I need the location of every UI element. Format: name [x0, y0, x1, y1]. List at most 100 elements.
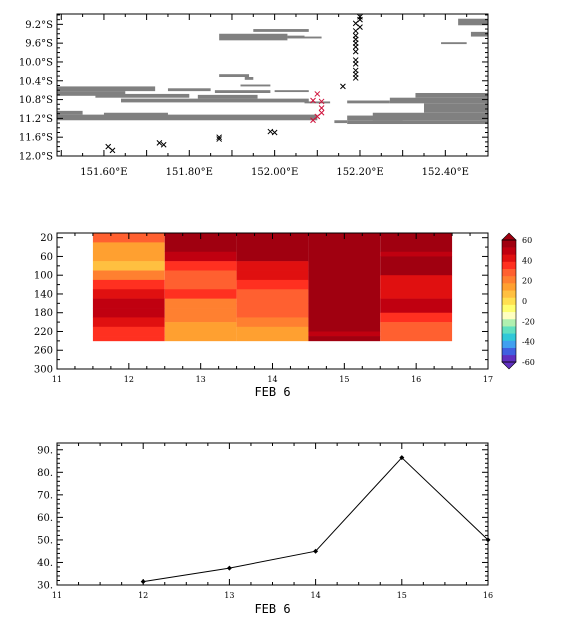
colorbar-tick-label: 20 — [522, 277, 532, 286]
heatmap-cell-col1 — [164, 289, 237, 299]
land-bar-2 — [95, 93, 190, 98]
heatmap-cell-col1 — [164, 261, 237, 271]
heatmap-cell-col0 — [92, 289, 165, 299]
line-x-tick-label: 11 — [52, 591, 62, 600]
heatmap-cell-col4 — [380, 312, 453, 323]
heatmap-cell-col3 — [308, 336, 381, 342]
heatmap-cell-col4 — [380, 251, 453, 257]
land-bar-19 — [219, 33, 288, 41]
map-x-tick-label: 152.00°E — [251, 167, 298, 178]
heatmap-x-tick-label: 15 — [339, 375, 349, 384]
map-x-tick-label: 151.60°E — [80, 167, 127, 178]
heatmap-cell-col0 — [92, 317, 165, 328]
heatmap-cell-col1 — [164, 270, 237, 281]
land-bar-16 — [347, 115, 403, 121]
colorbar-swatch — [502, 254, 516, 262]
black-track-marker — [352, 48, 359, 55]
map-x-tick-label: 151.80°E — [166, 167, 213, 178]
data-point — [140, 579, 146, 585]
map-x-tick-label: 152.20°E — [336, 167, 383, 178]
land-bar-8 — [57, 114, 318, 121]
colorbar-swatch — [502, 247, 516, 255]
heatmap-cell-col0 — [92, 326, 165, 337]
colorbar-swatch — [502, 311, 516, 320]
heatmap-cell-col0 — [92, 251, 165, 262]
land-bar-21 — [304, 36, 322, 39]
map-y-tick-label: 10.4°S — [19, 76, 53, 87]
line-y-tick-label: 90. — [37, 445, 53, 456]
heatmap-cell-col1 — [164, 233, 237, 253]
land-bar-25 — [240, 84, 271, 87]
line-x-tick-label: 15 — [397, 591, 407, 600]
heatmap-y-tick-label: 60 — [40, 252, 53, 263]
heatmap-cell-col0 — [92, 308, 165, 318]
land-bar-11 — [347, 100, 390, 104]
land-bar-0 — [57, 86, 156, 92]
colorbar-swatch — [502, 354, 516, 363]
map-x-tick-label: 152.40°E — [422, 167, 469, 178]
line-x-tick-label: 16 — [483, 591, 493, 600]
map-y-tick-label: 11.6°S — [19, 133, 53, 144]
colorbar-tick-label: 0 — [522, 297, 527, 306]
black-track-marker — [352, 28, 359, 34]
heatmap-y-tick-label: 180 — [34, 308, 53, 319]
heatmap-cell-col2 — [236, 289, 309, 304]
heatmap-cell-col2 — [236, 261, 309, 271]
heatmap-y-tick-label: 300 — [34, 365, 53, 376]
land-bar-20 — [287, 35, 305, 39]
colorbar-swatch — [502, 261, 516, 270]
black-track-marker — [156, 139, 163, 146]
colorbar-swatch — [502, 268, 516, 277]
black-track-marker — [352, 60, 359, 67]
land-bar-27 — [441, 42, 467, 45]
data-point — [313, 548, 319, 554]
red-track-marker — [318, 98, 325, 105]
red-track-marker — [314, 91, 321, 97]
land-bar-28 — [458, 18, 488, 26]
heatmap-cell-col2 — [236, 326, 309, 342]
black-track-marker — [216, 136, 223, 142]
map-y-tick-label: 9.6°S — [25, 39, 53, 50]
black-track-marker — [352, 75, 359, 81]
line-y-tick-label: 60. — [37, 513, 53, 524]
map-y-tick-label: 10.0°S — [19, 57, 53, 68]
land-bar-29 — [470, 31, 488, 37]
heatmap-cell-col2 — [236, 303, 309, 318]
heatmap-x-tick-label: 17 — [483, 375, 493, 384]
black-track-marker — [216, 134, 223, 141]
land-bar-3 — [167, 88, 211, 92]
heatmap-cell-col4 — [380, 289, 453, 299]
colorbar-top-arrow — [501, 232, 517, 241]
land-bar-6 — [121, 98, 309, 103]
land-bar-10 — [103, 112, 168, 116]
data-line — [143, 456, 489, 583]
map-y-tick-label: 9.2°S — [25, 20, 53, 31]
heatmap-cell-col3 — [308, 331, 381, 337]
heatmap-cell-col4 — [380, 233, 453, 253]
black-track-marker — [352, 44, 359, 50]
line-y-tick-label: 30. — [37, 581, 53, 592]
heatmap-x-tick-label: 13 — [196, 375, 206, 384]
land-bar-17 — [347, 120, 488, 125]
land-bar-12 — [389, 97, 488, 104]
land-bar-1 — [57, 91, 126, 96]
data-point — [485, 537, 491, 543]
colorbar-swatch — [502, 297, 516, 305]
heatmap-cell-col1 — [164, 279, 237, 290]
land-bar-24 — [244, 77, 254, 80]
colorbar-tick-label: 60 — [522, 236, 532, 245]
heatmap-x-axis-label: FEB 6 — [254, 385, 290, 399]
colorbar-swatch — [502, 340, 516, 348]
heatmap-x-tick-label: 12 — [124, 375, 134, 384]
line-y-tick-label: 80. — [37, 468, 53, 479]
land-bar-7 — [304, 101, 331, 104]
black-track-marker — [267, 128, 274, 135]
colorbar-swatch — [502, 318, 516, 327]
red-track-marker — [310, 117, 316, 124]
line-x-tick-label: 12 — [138, 591, 148, 600]
line-x-axis-label: FEB 6 — [254, 602, 290, 616]
heatmap-cell-col1 — [164, 298, 237, 309]
heatmap-x-tick-label: 14 — [267, 375, 277, 384]
map-y-tick-label: 10.8°S — [19, 95, 53, 106]
colorbar-tick-label: -40 — [522, 338, 535, 347]
